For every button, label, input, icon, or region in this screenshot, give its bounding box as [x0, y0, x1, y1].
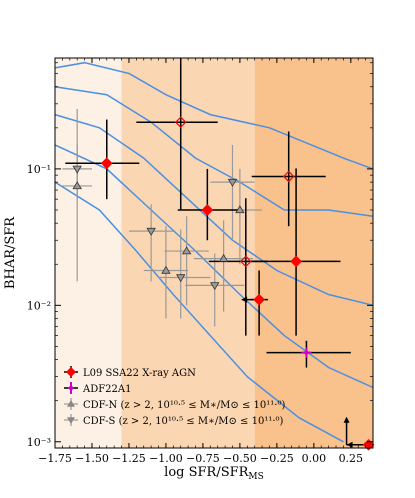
band-2: [254, 58, 373, 448]
cdf-s-marker-3: [176, 274, 186, 283]
x-tick-label: −0.75: [186, 452, 220, 465]
y-tick-label: 10⁻³: [27, 436, 51, 449]
agn-marker-5: [239, 255, 252, 268]
agn-marker-3: [290, 255, 302, 268]
x-tick-label: 0.00: [302, 452, 327, 465]
contour-0: [54, 61, 374, 170]
cdf-n-marker-3: [235, 205, 245, 214]
y-axis-ticks: 10⁻³ 10⁻² 10⁻¹: [27, 62, 373, 449]
x-tick-label: −1.00: [149, 452, 183, 465]
x-tick-label: 0.25: [339, 452, 364, 465]
x-tick-label: −1.75: [38, 452, 72, 465]
cdf-n-marker-1: [181, 246, 192, 255]
legend-marker-3: [67, 417, 75, 424]
agn-marker-2: [253, 293, 265, 306]
legend-marker-0: [66, 367, 76, 377]
cdf-n-marker-4: [161, 265, 171, 274]
legend-label-2: CDF-N (z > 2, 10¹⁰·⁵ ≤ M∗/M⊙ ≤ 10¹¹·⁰): [83, 400, 285, 411]
agn-marker-4: [174, 116, 187, 129]
agn-marker-1: [201, 204, 214, 216]
x-tick-label: −1.25: [112, 452, 146, 465]
y-tick-label: 10⁻¹: [27, 163, 51, 176]
legend-label-3: CDF-S (z > 2, 10¹⁰·⁵ ≤ M∗/M⊙ ≤ 10¹¹·⁰): [83, 416, 284, 427]
data-markers: [72, 116, 375, 451]
cdf-s-marker-4: [210, 282, 220, 291]
x-axis-label: log SFR/SFRMS: [164, 465, 264, 482]
plot-frame: [54, 57, 374, 449]
band-0: [55, 58, 122, 448]
y-tick-label: 10⁻²: [27, 299, 51, 312]
contour-4: [54, 181, 344, 443]
cdf-s-marker-2: [146, 227, 156, 236]
x-tick-label: −0.50: [223, 452, 257, 465]
legend-label-1: ADF22A1: [82, 384, 132, 395]
cdf-n-marker-0: [72, 181, 82, 190]
cdf-s-marker-0: [72, 165, 82, 174]
y-axis-label: BHAR/SFR: [3, 216, 18, 289]
agn-marker-0: [100, 157, 113, 170]
legend-marker-2: [67, 400, 75, 407]
error-bars: [62, 58, 369, 448]
legend-label-0: L09 SSA22 X-ray AGN: [83, 368, 196, 379]
contour-1: [54, 86, 374, 217]
legend: L09 SSA22 X-ray AGN ADF22A1 CDF-N (z > 2, …: [64, 366, 285, 427]
x-tick-label: −0.25: [260, 452, 294, 465]
x-tick-label: −1.50: [75, 452, 109, 465]
legend-marker-1: [68, 385, 74, 391]
cdf-s-marker-1: [227, 178, 238, 187]
x-axis-ticks: −1.75 −1.50 −1.25 −1.00 −0.75 −0.50 −0.25 0.00 0…: [38, 58, 366, 465]
agn-marker-6: [282, 170, 295, 183]
agn-limit-arrow-v-7: [343, 416, 350, 423]
agn-marker-7: [362, 438, 375, 451]
cdf-n-marker-2: [218, 253, 229, 262]
contour-3: [54, 144, 374, 389]
adf-marker-0: [303, 349, 310, 356]
